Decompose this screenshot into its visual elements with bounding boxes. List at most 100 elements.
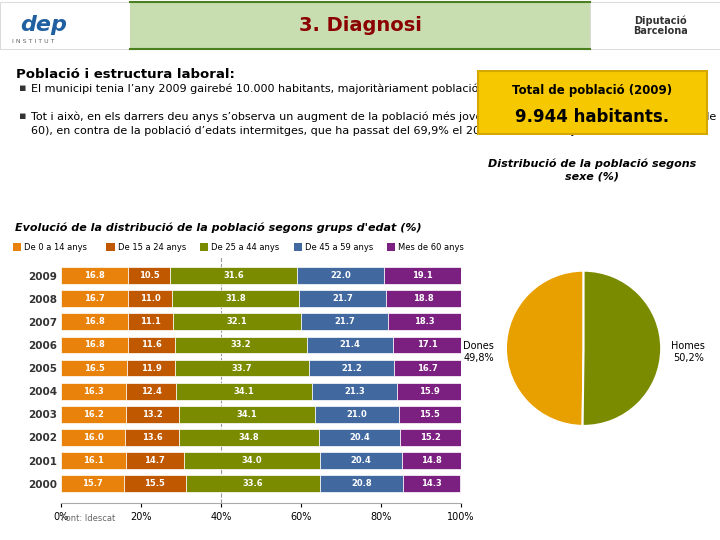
Bar: [61, 360, 127, 376]
Text: De 45 a 59 anys: De 45 a 59 anys: [305, 243, 373, 252]
Text: 31.8: 31.8: [225, 294, 246, 303]
Text: 34.8: 34.8: [239, 433, 259, 442]
Text: ▪: ▪: [19, 83, 27, 93]
Bar: [171, 267, 297, 284]
Text: 16.0: 16.0: [83, 433, 104, 442]
Text: Dones
49,8%: Dones 49,8%: [464, 341, 494, 363]
Text: 15.7: 15.7: [82, 479, 103, 488]
Bar: [125, 429, 179, 446]
Bar: [320, 453, 402, 469]
Text: 11.6: 11.6: [141, 340, 162, 349]
Text: De 0 a 14 anys: De 0 a 14 anys: [24, 243, 87, 252]
Bar: [125, 453, 184, 469]
Text: 16.8: 16.8: [84, 340, 105, 349]
Bar: [61, 336, 128, 353]
Wedge shape: [506, 271, 583, 426]
Bar: [386, 291, 461, 307]
Text: 13.2: 13.2: [142, 410, 163, 419]
Text: 17.1: 17.1: [417, 340, 438, 349]
Bar: [172, 291, 299, 307]
Text: Diputació: Diputació: [634, 16, 686, 26]
Bar: [312, 383, 397, 400]
Text: 21.2: 21.2: [341, 363, 362, 373]
Bar: [387, 313, 461, 330]
Text: 9: 9: [693, 518, 702, 532]
Text: 16.7: 16.7: [417, 363, 438, 373]
Bar: [128, 313, 173, 330]
Text: 13.6: 13.6: [142, 433, 163, 442]
Text: 31.6: 31.6: [223, 271, 244, 280]
Text: 16.1: 16.1: [83, 456, 104, 465]
Text: 11.1: 11.1: [140, 318, 161, 326]
Text: 20.8: 20.8: [351, 479, 372, 488]
Text: 9.944 habitants.: 9.944 habitants.: [515, 108, 670, 126]
Text: 14.8: 14.8: [421, 456, 441, 465]
Bar: [315, 406, 399, 423]
Text: Població i estructura laboral:: Població i estructura laboral:: [16, 68, 235, 81]
Text: 11.0: 11.0: [140, 294, 161, 303]
Bar: [297, 267, 384, 284]
Bar: [397, 383, 461, 400]
Text: 14.3: 14.3: [421, 479, 442, 488]
Text: 16.8: 16.8: [84, 318, 105, 326]
Text: 12.4: 12.4: [140, 387, 161, 396]
FancyBboxPatch shape: [477, 71, 707, 134]
Bar: [176, 383, 312, 400]
Text: 10.5: 10.5: [139, 271, 160, 280]
Bar: [403, 475, 460, 492]
Bar: [400, 429, 461, 446]
Bar: [13, 243, 21, 251]
Text: 19.1: 19.1: [413, 271, 433, 280]
Text: 33.2: 33.2: [230, 340, 251, 349]
Bar: [61, 383, 126, 400]
Bar: [200, 243, 208, 251]
Bar: [384, 267, 461, 284]
Bar: [402, 453, 461, 469]
Text: 16.7: 16.7: [84, 294, 105, 303]
FancyBboxPatch shape: [130, 2, 590, 49]
Bar: [299, 291, 386, 307]
Bar: [128, 267, 171, 284]
Text: 16.3: 16.3: [84, 387, 104, 396]
Text: 32.1: 32.1: [227, 318, 247, 326]
Text: 21.3: 21.3: [344, 387, 365, 396]
Bar: [184, 453, 320, 469]
Bar: [318, 429, 400, 446]
Text: 22.0: 22.0: [330, 271, 351, 280]
Bar: [393, 336, 462, 353]
Text: 18.8: 18.8: [413, 294, 433, 303]
Text: 18.3: 18.3: [414, 318, 435, 326]
Text: 21.4: 21.4: [340, 340, 361, 349]
Text: Pla d'Acció de Desenvolupament Econòmic de Premià de Dalt: Pla d'Acció de Desenvolupament Econòmic …: [199, 520, 521, 530]
Text: 15.5: 15.5: [145, 479, 166, 488]
Bar: [61, 429, 125, 446]
Text: 15.2: 15.2: [420, 433, 441, 442]
Bar: [294, 243, 302, 251]
Text: Homes
50,2%: Homes 50,2%: [672, 341, 706, 363]
Bar: [399, 406, 461, 423]
Bar: [307, 336, 393, 353]
Text: 3. Diagnosi: 3. Diagnosi: [299, 16, 421, 35]
Text: Distribució de la població segons
sexe (%): Distribució de la població segons sexe (…: [488, 158, 696, 182]
Bar: [124, 475, 186, 492]
Text: 33.6: 33.6: [243, 479, 264, 488]
Bar: [61, 406, 126, 423]
Text: 16.5: 16.5: [84, 363, 104, 373]
Bar: [310, 360, 394, 376]
Bar: [61, 313, 128, 330]
Text: 34.1: 34.1: [236, 410, 257, 419]
Bar: [173, 313, 301, 330]
FancyBboxPatch shape: [0, 2, 130, 49]
Text: 21.7: 21.7: [334, 318, 355, 326]
Bar: [61, 475, 124, 492]
Bar: [175, 360, 310, 376]
Bar: [127, 360, 175, 376]
Text: 16.8: 16.8: [84, 271, 105, 280]
Bar: [61, 453, 125, 469]
Bar: [128, 291, 172, 307]
Text: ▪: ▪: [19, 111, 27, 121]
Text: 15.9: 15.9: [418, 387, 439, 396]
Text: 20.4: 20.4: [349, 433, 369, 442]
Text: Mes de 60 anys: Mes de 60 anys: [398, 243, 464, 252]
Bar: [61, 267, 128, 284]
